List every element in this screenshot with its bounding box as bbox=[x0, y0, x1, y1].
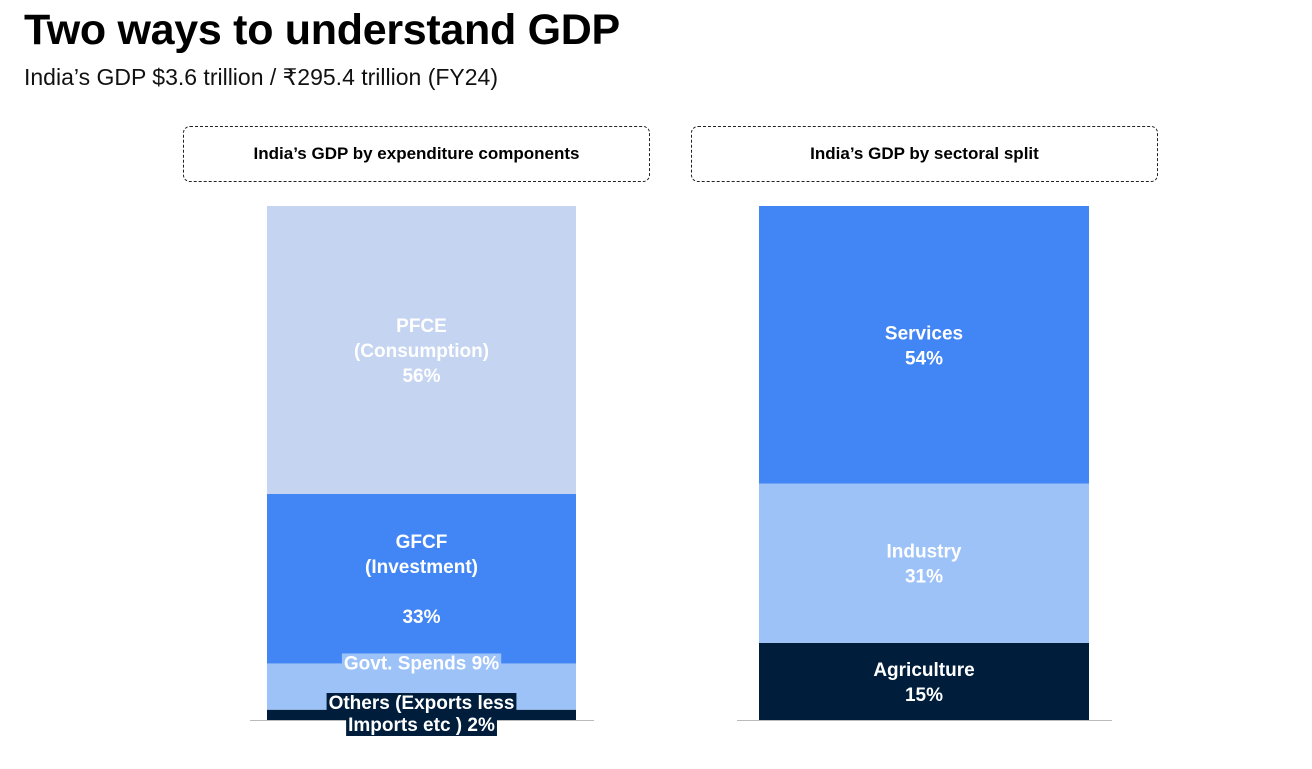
expenditure-label-govt-spends: Govt. Spends 9% bbox=[341, 653, 502, 675]
expenditure-label-line: 56% bbox=[402, 366, 440, 387]
sectoral-label-line: 54% bbox=[905, 348, 943, 369]
sectoral-label-line: Agriculture bbox=[873, 660, 974, 681]
expenditure-label-line: 33% bbox=[402, 607, 440, 628]
expenditure-label-highlight bbox=[326, 693, 517, 714]
expenditure-label-line: (Investment) bbox=[365, 557, 478, 578]
sectoral-segment-industry bbox=[759, 483, 1089, 643]
sectoral-label-agriculture: Agriculture 15% bbox=[873, 660, 974, 706]
expenditure-segment-pfce-consumption bbox=[267, 206, 576, 494]
sectoral-label-line: Services bbox=[885, 323, 963, 344]
sectoral-label-line: Industry bbox=[887, 542, 962, 563]
expenditure-label-highlight bbox=[346, 715, 497, 736]
expenditure-chart-header: India’s GDP by expenditure components bbox=[183, 126, 650, 182]
expenditure-label-line: GFCF bbox=[396, 532, 448, 553]
expenditure-label-line: (Consumption) bbox=[354, 341, 489, 362]
expenditure-segment-others-exports-less-imports-etc bbox=[267, 709, 576, 720]
page-subtitle: India’s GDP $3.6 trillion / ₹295.4 trill… bbox=[24, 64, 499, 90]
expenditure-label-gfcf-investment: GFCF (Investment) 33% bbox=[365, 532, 478, 628]
expenditure-label-line: PFCE bbox=[396, 316, 447, 337]
sectoral-label-line: 15% bbox=[905, 685, 943, 706]
expenditure-label-line: Govt. Spends 9% bbox=[344, 653, 499, 674]
sectoral-label-industry: Industry 31% bbox=[887, 542, 962, 588]
sectoral-chart-header: India’s GDP by sectoral split bbox=[691, 126, 1158, 182]
expenditure-label-line: Imports etc ) 2% bbox=[348, 715, 495, 736]
sectoral-segment-agriculture bbox=[759, 642, 1089, 720]
sectoral-label-line: 31% bbox=[905, 567, 943, 588]
sectoral-stacked-bar: Agriculture 15% Industry 31% Services 54% bbox=[737, 206, 1112, 721]
expenditure-label-line: Others (Exports less bbox=[329, 693, 515, 714]
page-title: Two ways to understand GDP bbox=[24, 6, 620, 54]
expenditure-label-highlight bbox=[341, 653, 502, 675]
expenditure-label-pfce-consumption: PFCE (Consumption) 56% bbox=[354, 316, 489, 387]
sectoral-segment-services bbox=[759, 206, 1089, 484]
sectoral-label-services: Services 54% bbox=[885, 323, 963, 369]
expenditure-segment-gfcf-investment bbox=[267, 493, 576, 664]
